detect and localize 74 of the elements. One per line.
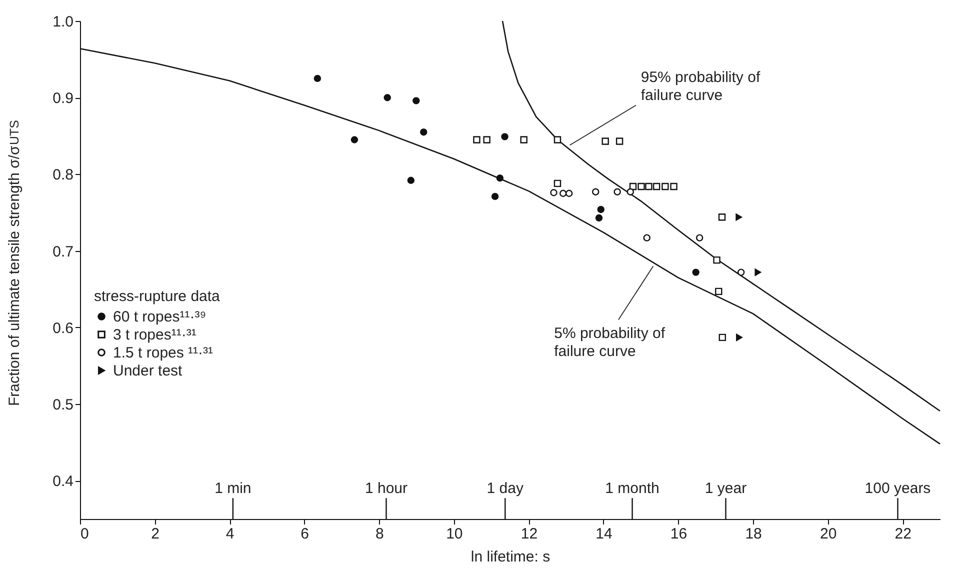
point	[420, 128, 428, 136]
y-tick-label: 1.0	[52, 14, 74, 30]
line-series	[502, 20, 941, 412]
point	[501, 133, 508, 140]
point	[652, 182, 660, 190]
x-tick-label: 20	[820, 526, 837, 542]
point	[496, 174, 504, 182]
point	[643, 234, 650, 242]
point	[645, 182, 652, 190]
y-tick-label: 0.6	[52, 320, 74, 337]
point	[565, 190, 573, 197]
point	[407, 176, 415, 184]
point	[614, 188, 621, 196]
legend-title: stress-rupture data	[94, 288, 221, 305]
point	[520, 136, 528, 144]
ref-line-label: 1 hour	[364, 480, 408, 498]
point	[473, 136, 480, 144]
x-tick-label: 18	[745, 526, 762, 542]
point	[550, 189, 558, 196]
legend-label: 60 t ropes¹¹·³⁹	[113, 308, 206, 326]
point	[718, 334, 726, 342]
x-tick-label: 10	[446, 526, 463, 542]
point	[412, 97, 420, 104]
y-tick-label: 0.4	[52, 473, 74, 490]
point	[491, 192, 499, 200]
point	[592, 188, 600, 196]
x-tick-label: 2	[151, 526, 160, 542]
legend-label: 3 t ropes¹¹·³¹	[113, 326, 196, 344]
point	[554, 136, 562, 144]
point	[559, 190, 567, 197]
point	[670, 182, 678, 190]
x-axis-title: ln lifetime: s	[470, 548, 550, 566]
legend-label: 1.5 t ropes ¹¹·³¹	[113, 344, 214, 362]
x-tick-label: 16	[670, 526, 688, 542]
x-tick-label: 12	[520, 526, 538, 542]
x-tick-label: 14	[596, 526, 612, 542]
point	[638, 182, 645, 190]
y-tick-label: 0.8	[52, 166, 74, 184]
point	[713, 256, 720, 264]
legend-label: Under test	[113, 362, 184, 380]
y-tick-label: 0.7	[52, 243, 74, 260]
x-tick-label: 4	[226, 526, 234, 542]
x-tick-label: 6	[300, 526, 310, 542]
point	[597, 206, 604, 214]
point	[692, 268, 700, 276]
ref-line-label: 1 year	[704, 480, 747, 498]
annotation: 95% probability of failure curve	[640, 69, 761, 104]
point	[483, 136, 490, 144]
x-tick-label: 0	[80, 526, 89, 542]
ref-line-label: 1 day	[486, 480, 524, 498]
point	[626, 188, 634, 196]
y-tick-label: 0.9	[52, 90, 74, 108]
ref-line-label: 1 month	[605, 480, 660, 498]
point	[737, 268, 745, 276]
point	[602, 138, 609, 145]
point	[314, 74, 322, 82]
point	[696, 234, 704, 242]
point	[718, 214, 726, 221]
point	[754, 268, 762, 276]
y-tick-label: 0.5	[52, 396, 74, 414]
point	[554, 180, 562, 188]
ref-line-label: 100 years	[864, 480, 931, 498]
point	[616, 138, 624, 145]
point	[715, 288, 722, 296]
ref-line-label: 1 min	[214, 480, 252, 498]
point	[384, 94, 391, 102]
x-tick-label: 8	[375, 526, 384, 542]
annotation: 5% probability of failure curve	[554, 324, 666, 360]
point	[662, 182, 669, 190]
point	[736, 334, 742, 342]
point	[736, 214, 742, 221]
point	[595, 214, 603, 222]
x-tick-label: 22	[894, 526, 912, 542]
point	[350, 136, 358, 144]
